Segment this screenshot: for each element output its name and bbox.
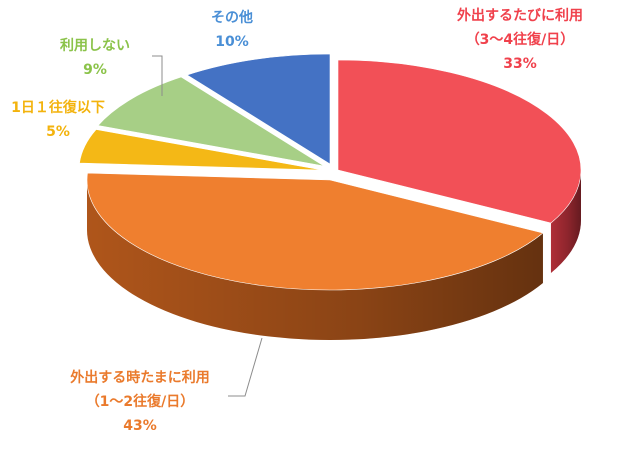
slice-1 — [86, 172, 544, 291]
leader-line-1 — [228, 337, 263, 397]
slice-0-label-line-2: （3～4往復/日） — [466, 31, 575, 48]
slice-side-shade-0 — [550, 170, 581, 273]
slice-1-label-line-1: 外出する時たまに利用 — [70, 369, 210, 386]
slice-4 — [186, 53, 331, 165]
slice-0-label-line-1: 外出するたびに利用 — [457, 7, 583, 24]
slice-0-percent: 33% — [503, 56, 537, 72]
slice-4-label-line-1: その他 — [211, 9, 253, 26]
slice-labels: 外出するたびに利用 （3～4往復/日） 33% 外出する時たまに利用 （1～2往復/日）… — [11, 7, 583, 434]
slice-3-label-line-1: 利用しない — [60, 37, 130, 54]
slice-0 — [337, 59, 582, 224]
slice-1-percent: 43% — [123, 418, 157, 434]
slice-2-label-line-1: 1日１往復以下 — [11, 99, 105, 116]
leader-lines — [152, 55, 263, 397]
slice-side-shade-1 — [87, 180, 543, 340]
slice-3-percent: 9% — [83, 62, 107, 78]
slice-tops — [79, 53, 582, 291]
leader-line-3 — [152, 55, 163, 96]
slice-sides — [87, 170, 581, 340]
slice-1-label-line-2: （1～2往復/日） — [86, 393, 195, 410]
slice-2-percent: 5% — [46, 124, 70, 140]
slice-4-percent: 10% — [215, 34, 249, 50]
slice-3 — [97, 76, 325, 167]
slice-2 — [79, 129, 323, 171]
